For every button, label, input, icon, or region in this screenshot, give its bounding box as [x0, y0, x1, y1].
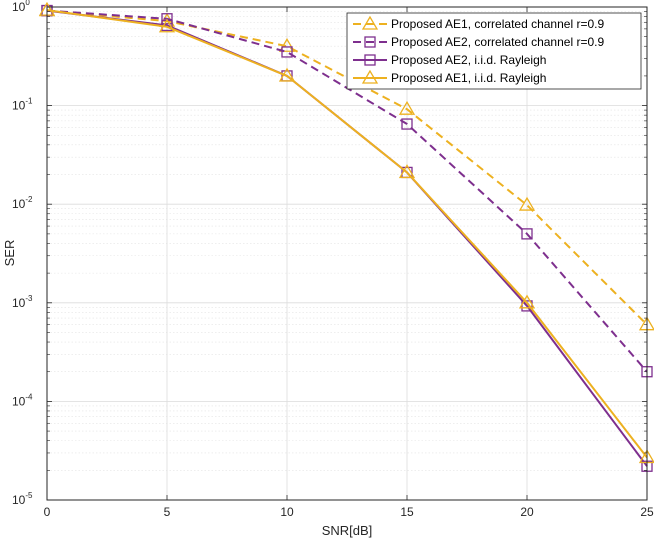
- legend-entry-2: Proposed AE2, correlated channel r=0.9: [353, 35, 604, 49]
- data-point: [521, 228, 533, 240]
- plot-frame: [46, 6, 648, 501]
- y-axis-label: SER: [2, 240, 17, 267]
- x-tick-label: 15: [400, 505, 414, 519]
- data-point: [518, 294, 536, 309]
- x-tick-label: 0: [44, 505, 51, 519]
- legend-label: Proposed AE1, correlated channel r=0.9: [391, 17, 604, 31]
- x-tick-label: 25: [640, 505, 654, 519]
- data-point: [161, 13, 173, 25]
- legend-marker: [364, 36, 376, 48]
- y-tick-label: 10-3: [12, 294, 33, 310]
- y-tick-label: 10-1: [12, 97, 33, 113]
- series-line: [46, 9, 648, 459]
- legend: Proposed AE1, correlated channel r=0.9 Pr…: [346, 12, 642, 90]
- legend-label: Proposed AE2, correlated channel r=0.9: [391, 35, 604, 49]
- y-tick-labels: 10-5 10-4 10-3 10-2 10-1 100: [12, 0, 33, 507]
- legend-entry-4: Proposed AE1, i.i.d. Rayleigh: [353, 69, 546, 85]
- x-tick-label: 5: [164, 505, 171, 519]
- x-tick-labels: 0 5 10 15 20 25: [44, 505, 654, 519]
- tick-marks: [46, 6, 648, 501]
- legend-label: Proposed AE1, i.i.d. Rayleigh: [391, 71, 546, 85]
- major-grid: [46, 6, 648, 501]
- data-point: [518, 196, 536, 211]
- data-point: [281, 46, 293, 58]
- y-tick-label: 10-2: [12, 195, 33, 211]
- legend-box: [346, 12, 642, 90]
- legend-marker: [361, 69, 379, 84]
- data-point: [398, 164, 416, 179]
- legend-marker: [364, 54, 376, 66]
- y-tick-label: 10-5: [12, 491, 33, 507]
- data-point: [278, 67, 296, 82]
- data-point: [158, 18, 176, 33]
- data-point: [278, 37, 296, 52]
- data-point: [401, 118, 413, 130]
- y-tick-label: 10-4: [12, 392, 33, 408]
- x-tick-label: 20: [520, 505, 534, 519]
- x-axis-label: SNR[dB]: [322, 523, 373, 538]
- legend-marker: [361, 15, 379, 30]
- y-tick-label: 100: [12, 0, 30, 14]
- legend-entry-3: Proposed AE2, i.i.d. Rayleigh: [353, 53, 546, 67]
- series-line: [46, 9, 648, 326]
- x-tick-label: 10: [280, 505, 294, 519]
- legend-label: Proposed AE2, i.i.d. Rayleigh: [391, 53, 546, 67]
- data-point: [521, 300, 533, 312]
- legend-entry-1: Proposed AE1, correlated channel r=0.9: [353, 15, 604, 31]
- data-point: [398, 100, 416, 115]
- series-4: [38, 1, 654, 464]
